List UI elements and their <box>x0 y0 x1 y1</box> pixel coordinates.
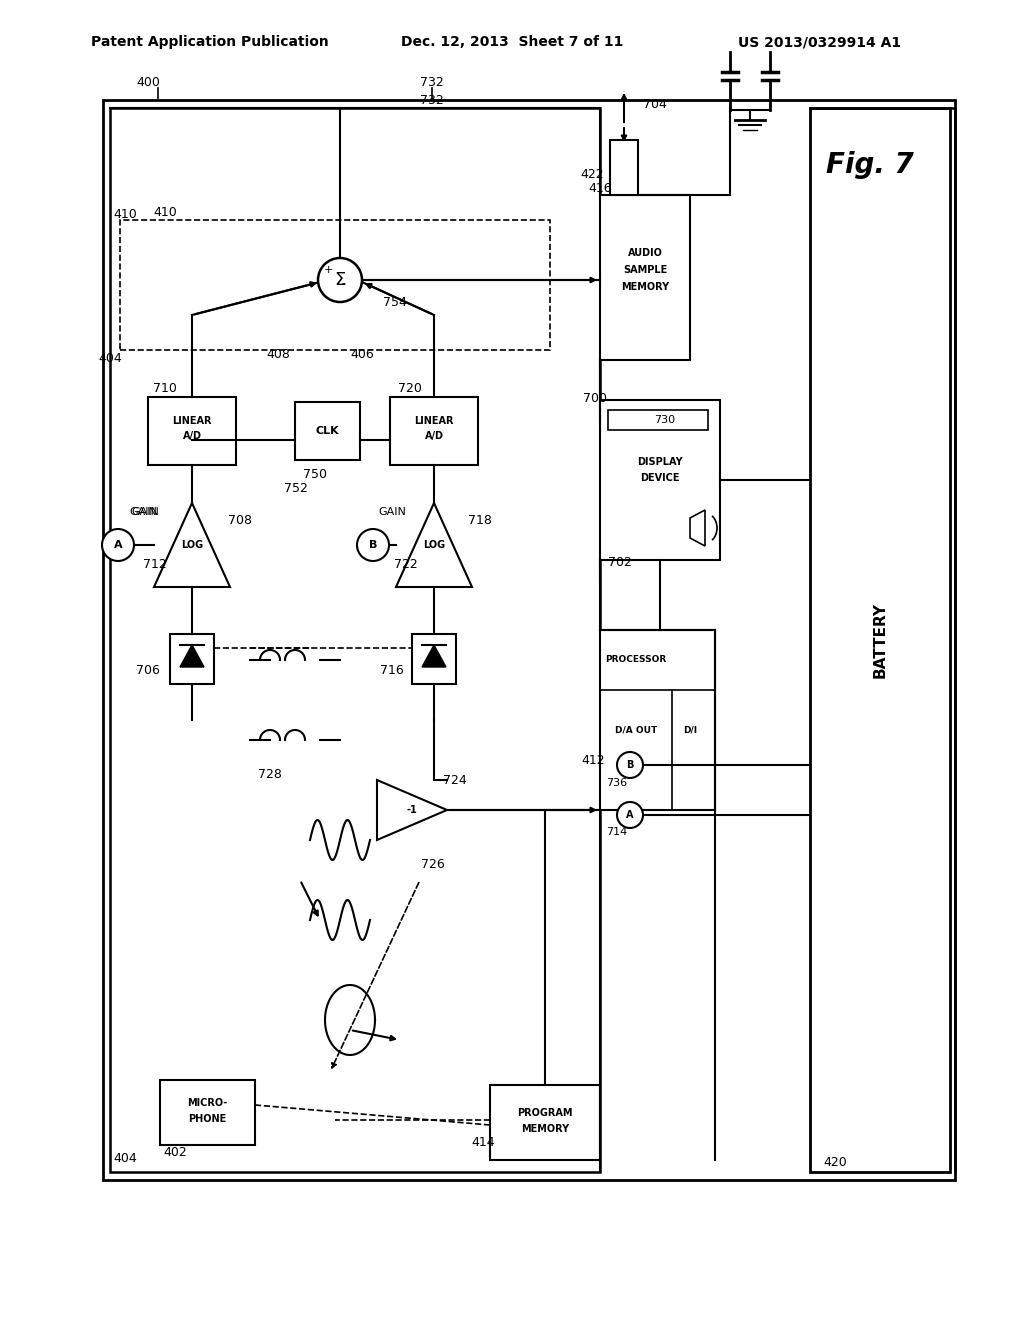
Polygon shape <box>422 645 446 667</box>
Text: 736: 736 <box>606 777 628 788</box>
Text: LINEAR: LINEAR <box>172 416 212 426</box>
Circle shape <box>318 257 362 302</box>
Bar <box>160 1080 255 1144</box>
Text: 732: 732 <box>420 77 443 90</box>
Text: 718: 718 <box>468 513 492 527</box>
Text: 726: 726 <box>421 858 444 871</box>
Text: DISPLAY: DISPLAY <box>637 457 683 467</box>
Circle shape <box>357 529 389 561</box>
Text: 410: 410 <box>113 209 137 222</box>
Text: CLK: CLK <box>315 426 339 436</box>
Text: 412: 412 <box>582 754 605 767</box>
Text: 400: 400 <box>136 77 160 90</box>
Text: A: A <box>114 540 122 550</box>
Text: PROGRAM: PROGRAM <box>517 1107 572 1118</box>
Text: 404: 404 <box>98 351 122 364</box>
Text: LOG: LOG <box>423 540 445 550</box>
Text: 406: 406 <box>350 348 374 362</box>
Text: 708: 708 <box>228 513 252 527</box>
Text: 710: 710 <box>153 381 177 395</box>
Bar <box>103 100 955 1180</box>
Bar <box>600 195 690 360</box>
Text: 714: 714 <box>606 828 628 837</box>
Text: GAIN: GAIN <box>129 507 157 517</box>
Text: -1: -1 <box>407 805 418 814</box>
Bar <box>120 220 550 350</box>
Text: 730: 730 <box>654 414 676 425</box>
Text: 732: 732 <box>420 94 443 107</box>
Text: AUDIO: AUDIO <box>628 248 663 257</box>
Text: 728: 728 <box>258 768 282 781</box>
Text: 414: 414 <box>471 1135 495 1148</box>
Text: A/D: A/D <box>182 432 202 441</box>
Text: MEMORY: MEMORY <box>621 282 669 292</box>
Bar <box>610 140 638 195</box>
Bar <box>608 411 708 430</box>
Text: 712: 712 <box>143 557 167 570</box>
Text: BATTERY: BATTERY <box>872 602 888 678</box>
Text: GAIN: GAIN <box>131 507 159 517</box>
Text: MICRO-: MICRO- <box>186 1098 227 1107</box>
Text: 420: 420 <box>823 1155 847 1168</box>
Text: +: + <box>324 265 333 275</box>
Text: 702: 702 <box>608 556 632 569</box>
Text: MEMORY: MEMORY <box>521 1125 569 1134</box>
Text: LOG: LOG <box>181 540 203 550</box>
Text: 700: 700 <box>583 392 607 404</box>
Text: 722: 722 <box>394 557 418 570</box>
Text: A: A <box>627 810 634 820</box>
Text: 704: 704 <box>643 99 667 111</box>
Text: Fig. 7: Fig. 7 <box>826 150 913 180</box>
Text: -: - <box>341 279 345 288</box>
Text: D/I: D/I <box>683 726 697 734</box>
Text: PHONE: PHONE <box>187 1114 226 1125</box>
Text: Patent Application Publication: Patent Application Publication <box>91 36 329 49</box>
Text: US 2013/0329914 A1: US 2013/0329914 A1 <box>738 36 901 49</box>
Text: 408: 408 <box>266 348 290 362</box>
Bar <box>490 1085 600 1160</box>
Text: 422: 422 <box>581 169 604 181</box>
Text: DEVICE: DEVICE <box>640 473 680 483</box>
Circle shape <box>617 803 643 828</box>
Text: PROCESSOR: PROCESSOR <box>605 656 667 664</box>
Text: 416: 416 <box>588 181 611 194</box>
Text: A/D: A/D <box>425 432 443 441</box>
Bar <box>600 630 715 810</box>
Bar <box>295 403 360 459</box>
Text: 716: 716 <box>380 664 403 676</box>
Text: Dec. 12, 2013  Sheet 7 of 11: Dec. 12, 2013 Sheet 7 of 11 <box>400 36 624 49</box>
Text: B: B <box>627 760 634 770</box>
Text: 404: 404 <box>113 1151 137 1164</box>
Bar <box>810 108 950 1172</box>
Text: B: B <box>369 540 377 550</box>
Text: SAMPLE: SAMPLE <box>623 265 667 275</box>
Circle shape <box>102 529 134 561</box>
Bar <box>170 634 214 684</box>
Text: 410: 410 <box>154 206 177 219</box>
Bar <box>110 108 600 1172</box>
Text: LINEAR: LINEAR <box>415 416 454 426</box>
Text: 754: 754 <box>383 296 407 309</box>
Bar <box>390 397 478 465</box>
Text: D/A OUT: D/A OUT <box>614 726 657 734</box>
Text: 706: 706 <box>136 664 160 676</box>
Text: GAIN: GAIN <box>378 507 406 517</box>
Text: 402: 402 <box>163 1146 186 1159</box>
Text: 720: 720 <box>398 381 422 395</box>
Text: 750: 750 <box>303 469 327 482</box>
Bar <box>412 634 456 684</box>
Text: 752: 752 <box>284 482 308 495</box>
Bar <box>600 400 720 560</box>
Polygon shape <box>180 645 204 667</box>
Bar <box>148 397 236 465</box>
Text: 724: 724 <box>443 774 467 787</box>
Circle shape <box>617 752 643 777</box>
Text: Σ: Σ <box>334 271 346 289</box>
